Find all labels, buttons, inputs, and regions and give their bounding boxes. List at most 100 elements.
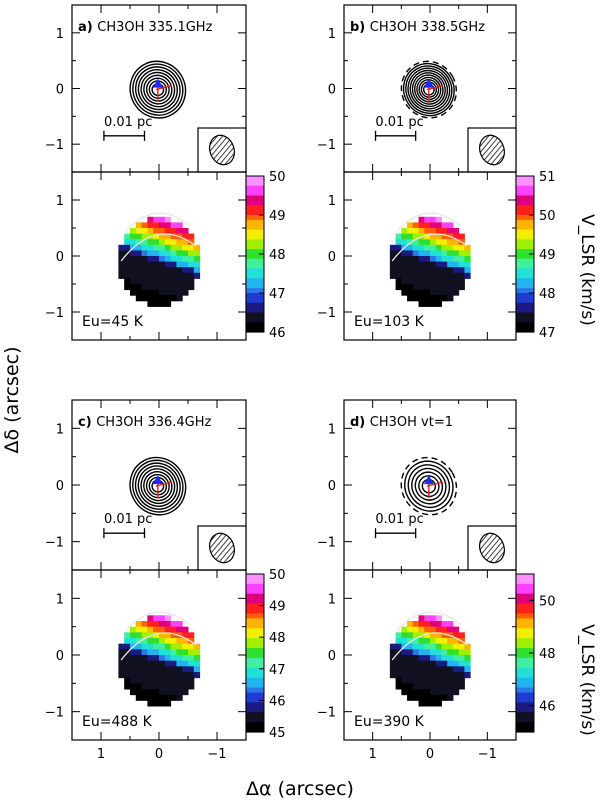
- panel-a-velocity-pixel: [124, 278, 131, 285]
- panel-c-velocity-pixel: [159, 677, 166, 684]
- panel-c-velocity-colorbar-segment: [246, 712, 264, 718]
- panel-d-intensity-axes: 1 0 −1: [317, 399, 517, 571]
- panel-c-velocity-pixel: [170, 649, 177, 656]
- panel-b-intensity-contour: [414, 74, 444, 105]
- panel-d-velocity-pixel: [430, 672, 437, 679]
- panel-b-velocity-pixel: [424, 267, 431, 274]
- panel-b-velocity-pixel: [435, 284, 442, 291]
- panel-c-velocity-pixel: [170, 666, 177, 673]
- panel-d-velocity-pixel: [441, 683, 448, 690]
- panel-d-velocity-pixel: [412, 672, 420, 679]
- panel-d-intensity-contour: [411, 467, 447, 505]
- panel-c-velocity-pixel: [135, 632, 143, 639]
- panel-a-velocity-pixel: [193, 256, 201, 263]
- panel-c-velocity-pixel: [153, 694, 160, 701]
- panel-c-velocity-pixel: [141, 643, 148, 650]
- panel-c-velocity-pixel: [193, 643, 201, 650]
- panel-c-velocity-pixel: [153, 632, 160, 639]
- panel-a-intensity-ytick-label: 0: [56, 83, 64, 98]
- panel-a-intensity-contour: [143, 74, 173, 105]
- panel-c-velocity-pixel: [153, 626, 160, 633]
- panel-d-velocity-pixel: [435, 638, 442, 645]
- panel-b-velocity-colorbar: 51 50 49 48 47: [515, 170, 556, 341]
- panel-d-velocity-energy-label: Eu=390 K: [354, 714, 425, 730]
- panel-c-velocity-pixel: [135, 638, 143, 645]
- panel-d-velocity-pixel: [435, 694, 442, 701]
- panel-b-velocity-colorbar-segment: [516, 195, 534, 201]
- panel-c-velocity-pixel: [141, 672, 148, 679]
- panel-a-velocity-ytick-label: 0: [56, 250, 64, 265]
- panel-a-velocity-colorbar-tick-label: 48: [269, 248, 286, 263]
- panel-b-velocity-pixel: [424, 289, 431, 296]
- panel-d-velocity-pixel: [395, 660, 402, 667]
- panel-d-velocity-pixel: [435, 621, 442, 628]
- panel-b-velocity-pixel: [412, 289, 420, 296]
- panel-a-velocity-pixel: [176, 244, 183, 251]
- panel-a-velocity-pixel: [188, 256, 195, 263]
- panel-d-velocity-pixel: [407, 643, 414, 650]
- panel-a-velocity-pixel: [147, 239, 154, 246]
- panel-a-velocity-pixel: [130, 228, 137, 235]
- panel-a-velocity-pixel: [164, 300, 172, 307]
- panel-d-velocity-pixel: [452, 655, 460, 662]
- panel-d-velocity-colorbar-segment: [516, 692, 534, 699]
- panel-d-velocity-pixel: [441, 672, 448, 679]
- panel-c-velocity-pixel: [193, 672, 201, 679]
- panel-a-velocity-pixel: [159, 256, 166, 263]
- panel-a-velocity-pixel: [193, 267, 201, 274]
- panel-c-velocity-pixel: [193, 649, 201, 656]
- panel-b-velocity-pixel: [430, 216, 437, 223]
- panel-b-intensity-contour: [400, 60, 458, 119]
- panel-a-velocity-pixel: [135, 295, 143, 302]
- panel-c-velocity-pixel: [141, 677, 148, 684]
- panel-c-velocity-pixel: [182, 632, 189, 639]
- panel-a-velocity-pixel: [182, 256, 189, 263]
- panel-a-velocity-contour: [120, 233, 197, 262]
- panel-d-velocity-pixel: [418, 672, 425, 679]
- panel-b-velocity-colorbar-segment: [516, 244, 534, 250]
- panel-a-velocity-colorbar-segment: [246, 307, 264, 314]
- panel-c-velocity-pixel: [124, 655, 131, 662]
- panel-c-velocity-pixel: [188, 683, 195, 690]
- panel-d-velocity-pixel: [435, 666, 442, 673]
- panel-a-velocity-pixel: [182, 250, 189, 257]
- panel-c-velocity-pixel: [193, 655, 201, 662]
- panel-c-velocity-pixel: [124, 638, 131, 645]
- panel-d-velocity-colorbar-segment: [516, 574, 534, 580]
- panel-c-velocity-pixel: [170, 683, 177, 690]
- panel-c-velocity-pixel: [141, 683, 148, 690]
- panel-a-velocity-pixel: [176, 256, 183, 263]
- panel-d-velocity-pixel: [407, 632, 414, 639]
- panel-b-velocity-pixel: [435, 244, 442, 251]
- panel-d-velocity-colorbar-segment: [516, 672, 534, 679]
- panel-a-velocity-pixel: [153, 300, 160, 307]
- panel-a-velocity-pixel: [130, 272, 137, 279]
- panel-d-velocity-pixel: [424, 683, 431, 690]
- panel-d-velocity-colorbar-segment: [516, 702, 534, 708]
- panel-d-intensity-contour: [404, 460, 454, 512]
- panel-c-velocity-pixel: [164, 672, 172, 679]
- panel-d-velocity-pixel: [430, 643, 437, 650]
- panel-b-velocity-pixel: [452, 239, 460, 246]
- panel-b-velocity-pixel: [407, 244, 414, 251]
- panel-b-velocity-pixel: [412, 222, 420, 229]
- panel-d-velocity-pixel: [447, 626, 454, 633]
- panel-a-velocity-pixel: [147, 284, 154, 291]
- panel-a-velocity-pixel: [182, 284, 189, 291]
- panel-b-velocity-pixel: [418, 216, 425, 223]
- panel-a-velocity-pixel: [130, 289, 137, 296]
- panel-b-velocity-pixel: [424, 272, 431, 279]
- panel-d-velocity-pixel: [407, 638, 414, 645]
- panel-a-velocity-pixel: [170, 222, 177, 229]
- panel-d-velocity-pixel: [464, 666, 471, 673]
- panel-c-velocity-colorbar-segment: [246, 588, 264, 595]
- panel-d-velocity-pixel: [395, 638, 402, 645]
- panel-a-velocity-pixel: [130, 250, 137, 257]
- panel-a-velocity-pixel: [164, 272, 172, 279]
- panel-c-velocity-pixel: [159, 649, 166, 656]
- panel-a-velocity-colorbar-segment: [246, 288, 264, 294]
- panel-d-velocity-pixel: [458, 655, 465, 662]
- panel-d-velocity-pixel: [412, 689, 420, 696]
- panel-b-velocity-pixel: [447, 284, 454, 291]
- panel-b-velocity-contour: [396, 212, 462, 232]
